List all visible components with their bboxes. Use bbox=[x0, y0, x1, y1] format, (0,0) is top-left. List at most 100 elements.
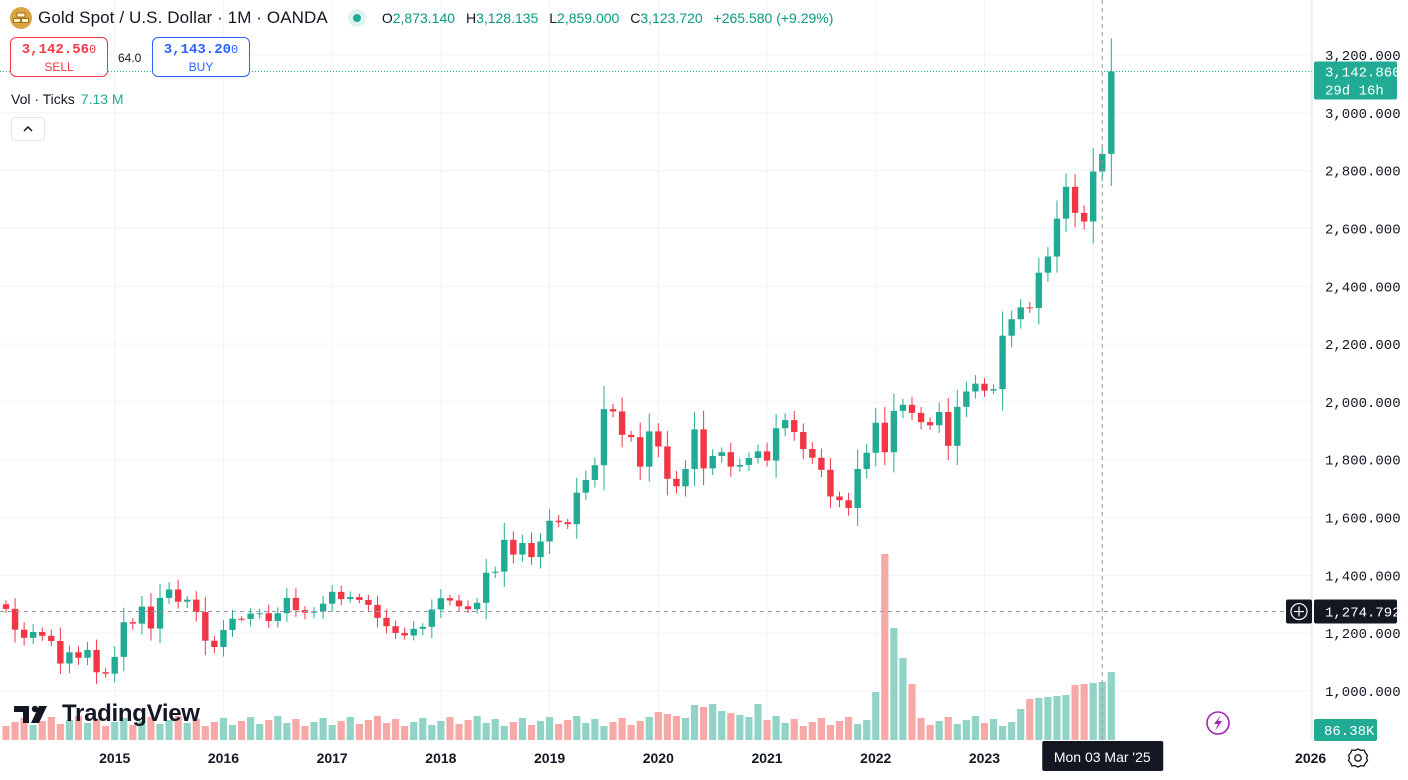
candle-body bbox=[184, 599, 191, 602]
sell-button[interactable]: 3,142.560 SELL bbox=[10, 37, 108, 77]
low-value: 2,859.000 bbox=[557, 10, 620, 26]
candle-body bbox=[147, 606, 155, 629]
volume-bar bbox=[147, 717, 155, 740]
candle-body bbox=[174, 589, 182, 602]
volume-bar bbox=[355, 724, 363, 740]
price-tick-label: 2,200.000 bbox=[1325, 338, 1401, 354]
volume-bar bbox=[636, 721, 644, 740]
candlesticks bbox=[2, 38, 1115, 685]
year-tick-label: 2026 bbox=[1295, 750, 1326, 766]
candle-body bbox=[256, 613, 263, 615]
volume-bar bbox=[174, 716, 182, 740]
candle-body bbox=[1035, 272, 1043, 308]
candle-body bbox=[890, 410, 898, 453]
candle-body bbox=[637, 437, 644, 467]
lightning-icon[interactable] bbox=[1206, 711, 1230, 735]
volume-bar bbox=[156, 724, 164, 740]
volume-bar bbox=[138, 721, 146, 740]
candle-body bbox=[745, 457, 753, 465]
candle-body bbox=[791, 420, 798, 432]
candle-body bbox=[2, 604, 10, 609]
close-value: 3,123.720 bbox=[640, 10, 703, 26]
buy-price-small: 0 bbox=[231, 43, 239, 57]
candle-body bbox=[138, 606, 146, 624]
add-alert-plus-icon bbox=[1290, 602, 1308, 621]
volume-bar bbox=[944, 717, 952, 740]
collapse-button[interactable] bbox=[11, 117, 45, 141]
volume-bar bbox=[310, 722, 318, 740]
volume-bar bbox=[93, 719, 101, 740]
candle-body bbox=[120, 622, 127, 657]
volume-bar bbox=[555, 724, 563, 740]
price-axis: 3,200.000 3,000.000 2,800.000 2,600.000 2,40… bbox=[1325, 49, 1401, 701]
volume-bar bbox=[419, 718, 427, 740]
candle-body bbox=[310, 611, 318, 613]
candle-body bbox=[700, 429, 707, 469]
candle-body bbox=[872, 422, 879, 453]
symbol-title[interactable]: Gold Spot / U.S. Dollar · 1M · OANDA bbox=[38, 8, 328, 27]
volume-bar bbox=[1035, 698, 1043, 740]
crosshair-date-label: Mon 03 Mar '25 bbox=[1042, 741, 1164, 771]
candle-body bbox=[66, 652, 73, 664]
price-tick-label: 1,400.000 bbox=[1325, 569, 1401, 585]
volume-bar bbox=[183, 723, 191, 740]
high-label: H bbox=[465, 10, 477, 26]
volume-bar bbox=[700, 707, 708, 740]
volume-bar bbox=[29, 725, 37, 740]
volume-bar bbox=[2, 726, 10, 740]
volume-bar bbox=[681, 718, 690, 740]
volume-legend[interactable]: Vol · Ticks 7.13 M bbox=[11, 91, 124, 107]
candle-body bbox=[627, 434, 635, 438]
volume-bar bbox=[935, 721, 943, 740]
candle-body bbox=[29, 632, 37, 638]
candle-body bbox=[718, 452, 725, 456]
gold-symbol-icon[interactable] bbox=[10, 7, 32, 29]
candle-body bbox=[211, 640, 218, 648]
candle-body bbox=[618, 411, 626, 435]
volume-bar bbox=[301, 726, 309, 740]
candle-body bbox=[1044, 256, 1052, 273]
volume-bar bbox=[736, 715, 744, 740]
volume-bar bbox=[971, 716, 980, 740]
candle-body bbox=[48, 635, 55, 641]
candle-body bbox=[383, 617, 390, 627]
candle-body bbox=[954, 406, 961, 446]
settings-gear-icon[interactable] bbox=[1347, 747, 1369, 769]
volume-bar bbox=[120, 718, 128, 740]
candle-body bbox=[818, 457, 825, 470]
candle-body bbox=[419, 626, 426, 629]
candle-body bbox=[972, 383, 979, 392]
sell-label: SELL bbox=[44, 60, 74, 74]
candle-body bbox=[963, 391, 970, 407]
tradingview-logo[interactable]: TradingView bbox=[14, 700, 200, 728]
volume-bar bbox=[754, 704, 762, 740]
volume-bar bbox=[428, 725, 436, 740]
time-axis: 2015201620172018201920202021202220232024… bbox=[99, 750, 1326, 766]
volume-bar bbox=[863, 720, 871, 740]
volume-bar bbox=[627, 725, 635, 740]
buy-button[interactable]: 3,143.200 BUY bbox=[152, 37, 250, 77]
candle-body bbox=[1008, 319, 1015, 336]
candle-body bbox=[238, 618, 245, 620]
chart-grid bbox=[0, 0, 1312, 740]
volume-bar bbox=[781, 723, 789, 740]
candle-body bbox=[247, 613, 254, 620]
volume-bar bbox=[265, 720, 273, 740]
candle-body bbox=[591, 465, 599, 480]
volume-bar bbox=[473, 716, 481, 740]
candle-body bbox=[673, 478, 680, 487]
candle-body bbox=[1090, 171, 1097, 222]
candle-body bbox=[881, 422, 889, 453]
volume-bar bbox=[573, 716, 581, 740]
volume-bar bbox=[274, 716, 282, 740]
candle-body bbox=[356, 597, 363, 600]
volume-bar bbox=[618, 718, 626, 740]
volume-bar bbox=[808, 722, 816, 740]
volume-bar bbox=[401, 726, 409, 740]
candle-body bbox=[1071, 186, 1079, 213]
buy-price: 3,143.20 bbox=[163, 42, 231, 58]
volume-bar bbox=[709, 704, 717, 740]
volume-bar bbox=[672, 716, 681, 740]
svg-text:1,274.792: 1,274.792 bbox=[1325, 606, 1401, 622]
